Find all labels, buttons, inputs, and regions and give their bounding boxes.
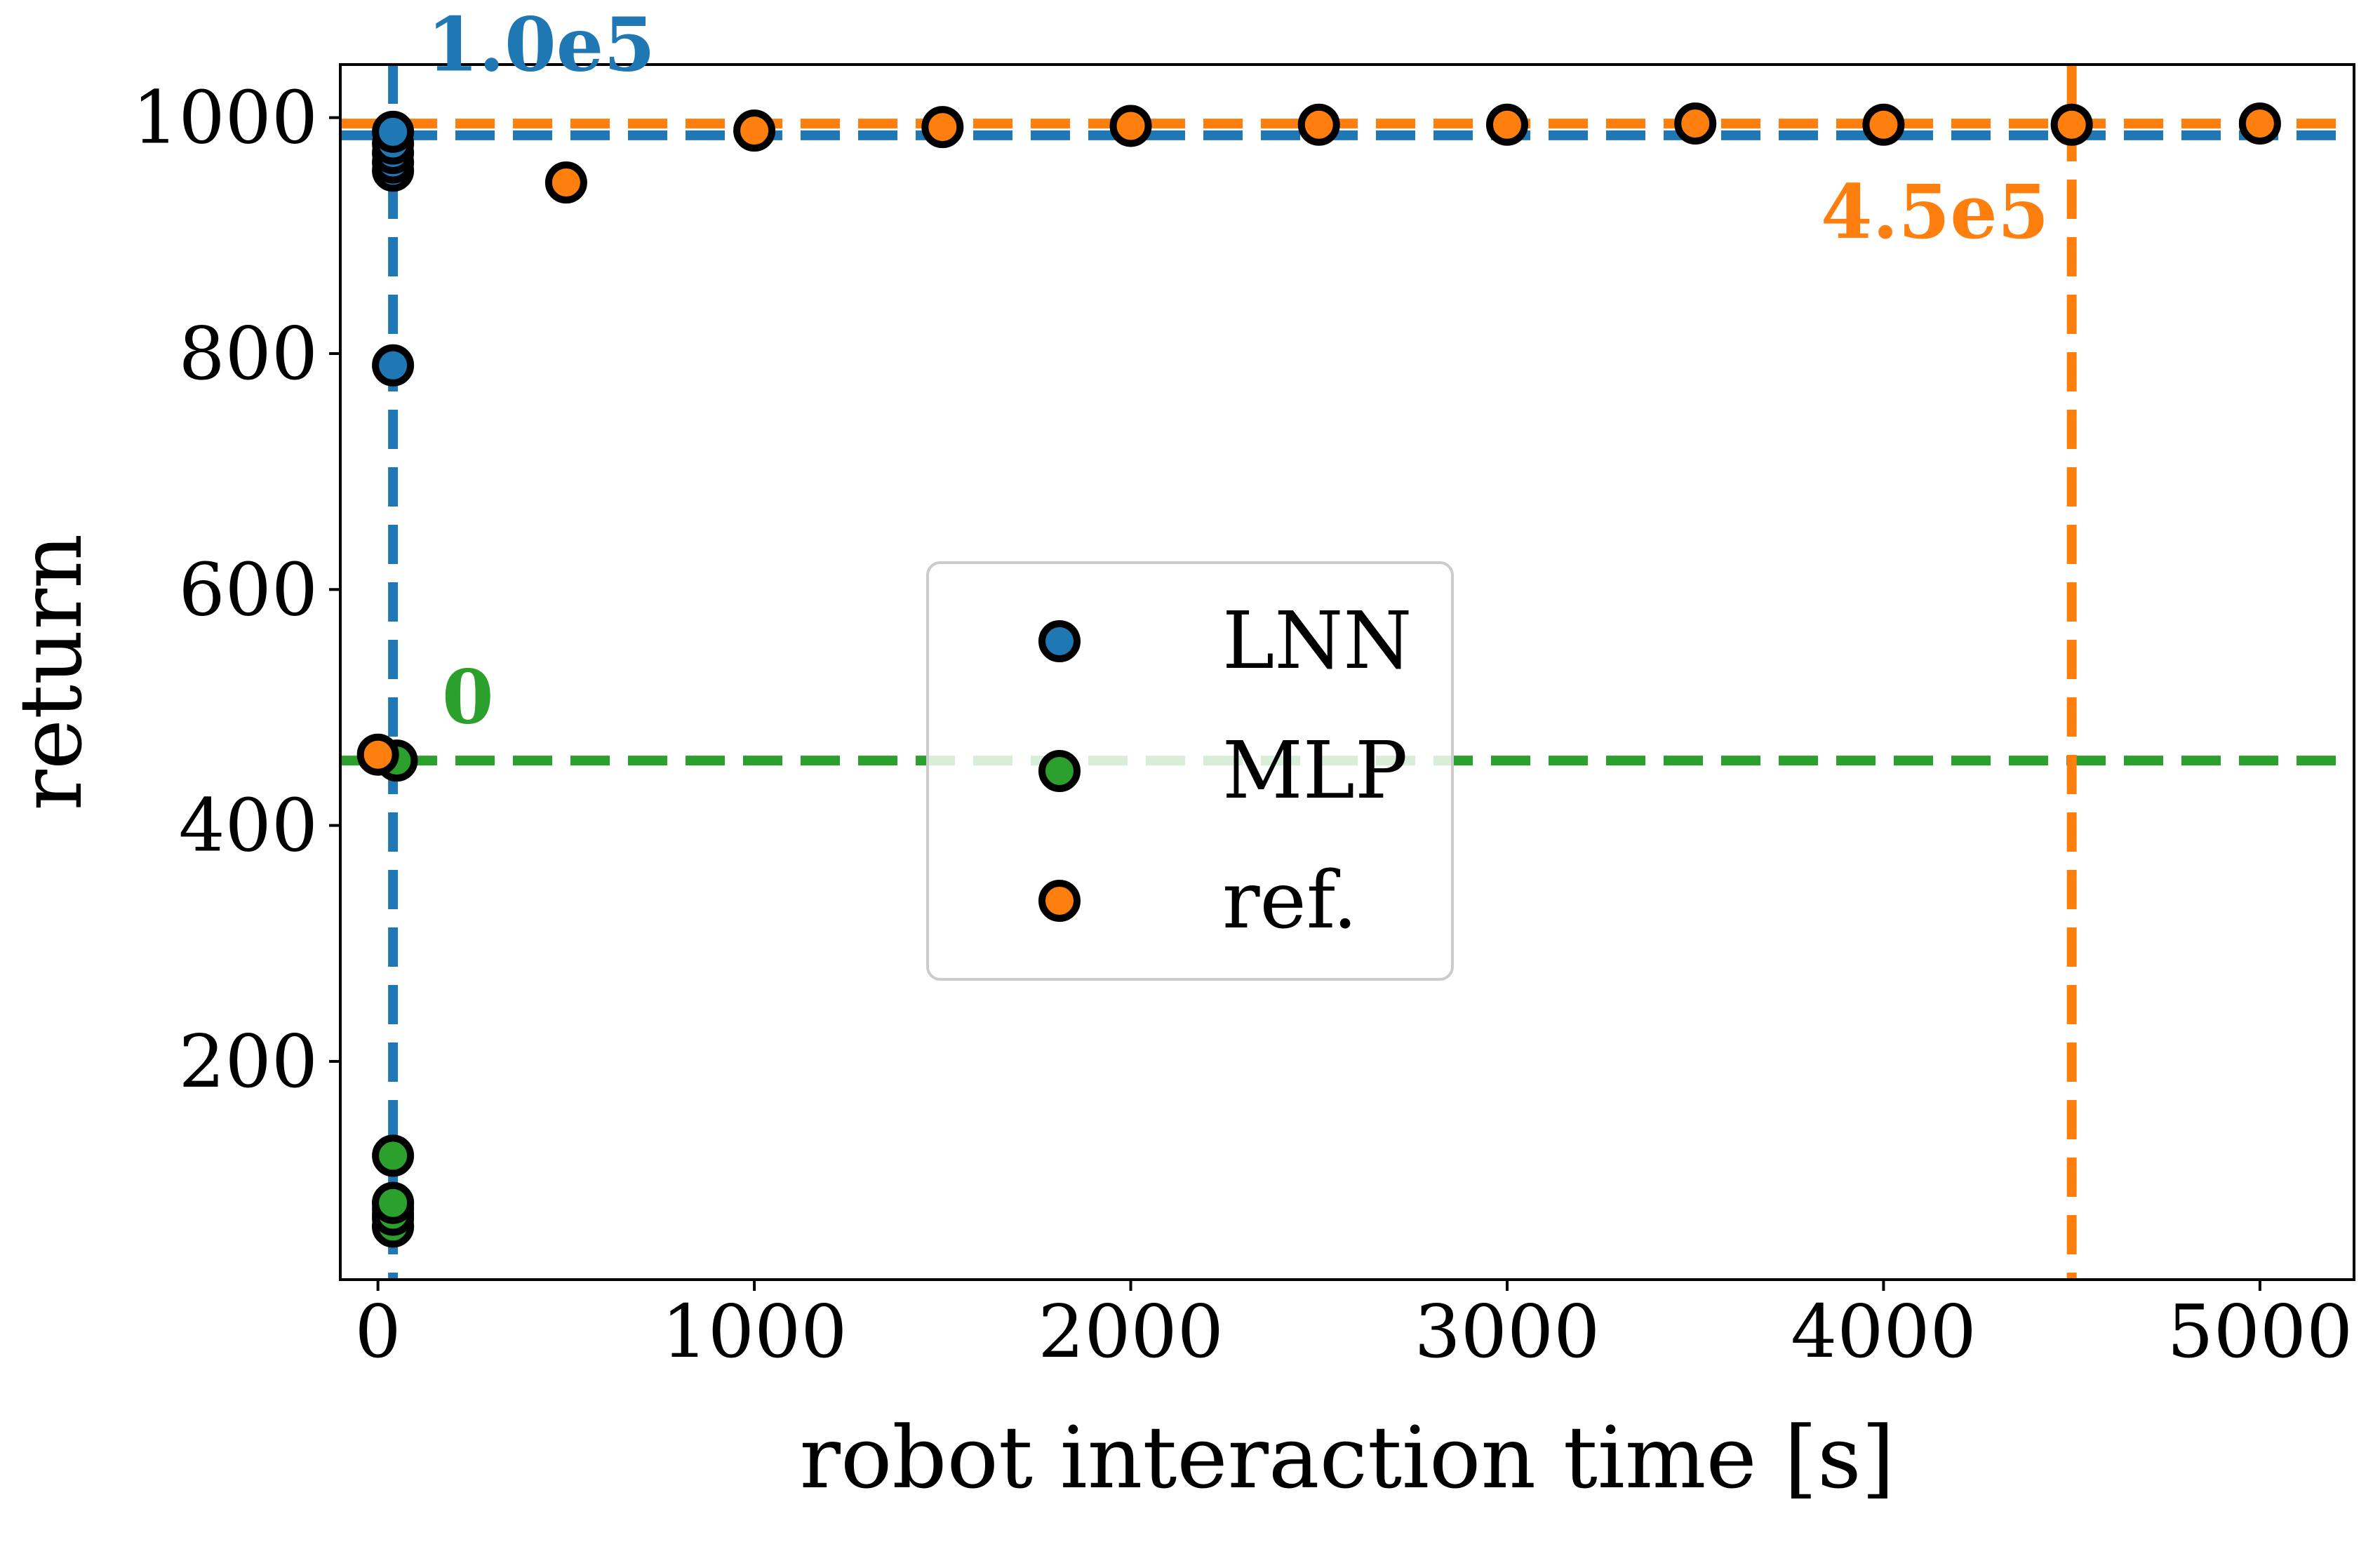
annotations: 1.0e5 4.5e5 0 xyxy=(427,0,2049,740)
legend-marker-mlp xyxy=(1038,750,1081,792)
point-ref xyxy=(1674,102,1717,145)
data-points xyxy=(356,102,2281,1248)
y-tick-label: 1000 xyxy=(132,75,318,161)
point-lnn xyxy=(372,344,415,387)
plot-frame xyxy=(339,63,2355,1281)
point-ref xyxy=(544,161,587,204)
y-tick-label: 400 xyxy=(178,783,318,869)
y-tick-label: 600 xyxy=(178,547,318,632)
x-tick-label: 2000 xyxy=(1038,1289,1224,1374)
legend-label-ref: ref. xyxy=(1222,855,1358,946)
point-mlp xyxy=(372,1134,415,1177)
x-tick-label: 5000 xyxy=(2167,1289,2353,1374)
x-axis-label: robot interaction time [s] xyxy=(800,1408,1895,1508)
reference-lines xyxy=(340,65,2354,1280)
point-ref xyxy=(2050,103,2093,146)
point-ref xyxy=(921,106,964,149)
annotation-label: 4.5e5 xyxy=(1821,168,2050,255)
y-axis-label: return xyxy=(1,533,101,810)
point-ref xyxy=(356,733,399,776)
point-ref xyxy=(2238,102,2281,145)
legend-box xyxy=(926,561,1454,981)
point-lnn xyxy=(372,110,415,153)
point-ref xyxy=(733,109,776,152)
y-axis-ticks: 200 400 600 800 1000 xyxy=(132,75,340,1104)
series-ref xyxy=(356,102,2281,776)
point-ref xyxy=(1297,103,1340,146)
y-tick-label: 200 xyxy=(178,1019,318,1104)
legend-marker-ref xyxy=(1038,880,1081,922)
x-tick-label: 1000 xyxy=(662,1289,848,1374)
point-ref xyxy=(1109,105,1152,147)
point-ref xyxy=(1485,103,1528,146)
x-tick-label: 0 xyxy=(355,1289,401,1374)
legend-label-mlp: MLP xyxy=(1222,725,1408,817)
x-axis-ticks: 0 1000 2000 3000 4000 5000 xyxy=(355,1280,2353,1374)
legend: LNN MLP ref. xyxy=(926,561,1454,981)
point-ref xyxy=(1862,103,1905,146)
point-mlp xyxy=(372,1181,415,1224)
x-tick-label: 4000 xyxy=(1791,1289,1977,1374)
legend-marker-lnn xyxy=(1038,620,1081,662)
annotation-label: 1.0e5 xyxy=(427,0,655,88)
annotation-label: 0 xyxy=(442,652,494,740)
series-mlp xyxy=(372,739,418,1248)
legend-label-lnn: LNN xyxy=(1222,596,1412,687)
x-tick-label: 3000 xyxy=(1415,1289,1600,1374)
y-tick-label: 800 xyxy=(178,311,318,396)
